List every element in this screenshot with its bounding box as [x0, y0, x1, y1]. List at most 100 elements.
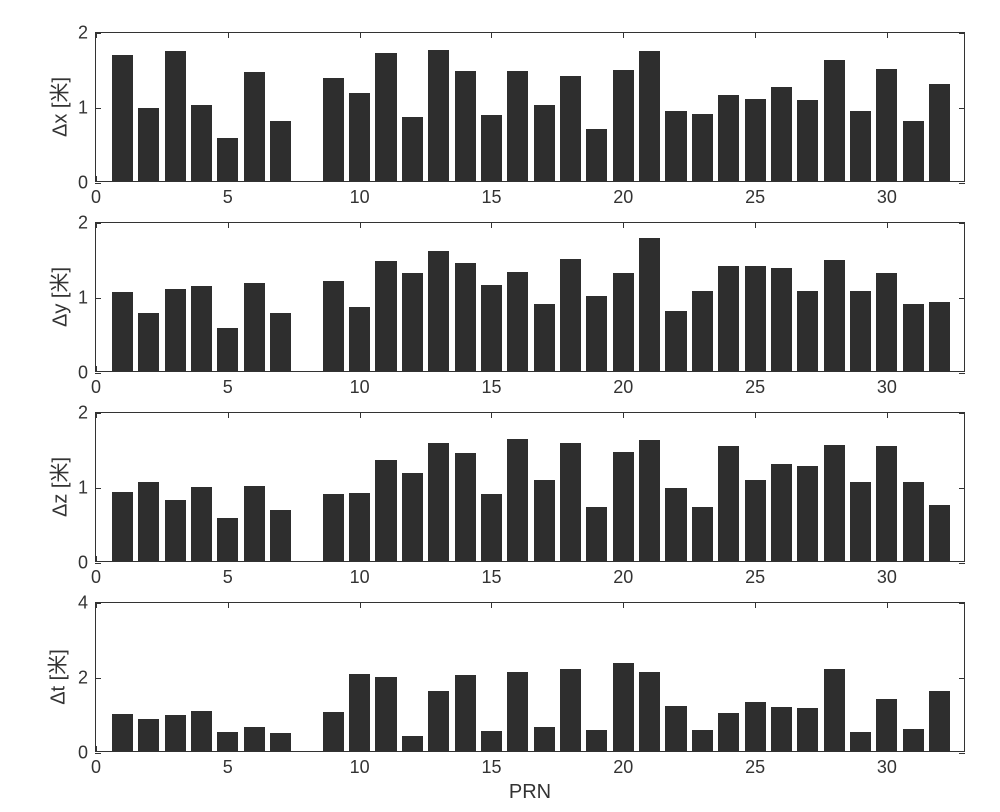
bar	[639, 51, 660, 182]
bar	[745, 480, 766, 561]
bar	[112, 492, 133, 561]
bar	[323, 712, 344, 751]
bar	[639, 440, 660, 561]
xtick-mark	[228, 222, 229, 228]
bar	[613, 663, 634, 751]
ytick-label: 0	[78, 173, 88, 194]
bar	[217, 732, 238, 751]
xtick-mark	[755, 602, 756, 608]
xtick-mark	[360, 222, 361, 228]
bar	[455, 675, 476, 751]
bar	[244, 72, 265, 182]
ylabel-dt: Δt [米]	[41, 649, 70, 705]
xtick-mark	[887, 32, 888, 38]
xtick-mark	[623, 412, 624, 418]
xtick-mark	[887, 222, 888, 228]
bar	[375, 53, 396, 181]
bar	[613, 273, 634, 371]
bar	[507, 439, 528, 561]
ytick-label: 2	[78, 668, 88, 689]
bar	[217, 138, 238, 181]
bar	[507, 71, 528, 181]
bar	[665, 706, 686, 751]
xtick-label: 15	[481, 377, 501, 398]
xtick-label: 0	[91, 567, 101, 588]
bar	[876, 273, 897, 371]
xtick-label: 10	[350, 567, 370, 588]
ytick-mark	[959, 183, 965, 184]
bar	[455, 71, 476, 181]
bar	[797, 708, 818, 751]
xtick-label: 25	[745, 757, 765, 778]
ylabel-dz: Δz [米]	[44, 457, 73, 517]
panel-dx: Δx [米]012051015202530	[95, 32, 965, 182]
bar	[534, 304, 555, 372]
xtick-label: 20	[613, 757, 633, 778]
xtick-mark	[96, 556, 97, 562]
bar	[428, 443, 449, 561]
bar	[903, 121, 924, 181]
bar	[903, 482, 924, 562]
ytick-label: 0	[78, 553, 88, 574]
ytick-label: 4	[78, 593, 88, 614]
bar	[745, 266, 766, 371]
xtick-label: 0	[91, 757, 101, 778]
bar	[665, 311, 686, 371]
xlabel: PRN	[509, 781, 551, 804]
bar	[191, 711, 212, 752]
xtick-label: 5	[223, 187, 233, 208]
ylabel-dx: Δx [米]	[44, 77, 73, 137]
xtick-label: 10	[350, 757, 370, 778]
ytick-label: 1	[78, 288, 88, 309]
xtick-label: 0	[91, 377, 101, 398]
ytick-mark	[959, 413, 965, 414]
bar	[138, 482, 159, 561]
xtick-label: 10	[350, 187, 370, 208]
bar	[165, 715, 186, 751]
bar	[402, 273, 423, 371]
bar	[903, 304, 924, 372]
ytick-label: 0	[78, 743, 88, 764]
bar	[850, 482, 871, 561]
bar	[665, 111, 686, 182]
bar	[824, 669, 845, 752]
xtick-mark	[228, 412, 229, 418]
bar	[455, 263, 476, 371]
bar	[191, 105, 212, 182]
xtick-label: 15	[481, 187, 501, 208]
bar	[876, 446, 897, 561]
bar	[191, 286, 212, 371]
bar	[270, 733, 291, 751]
bar	[586, 129, 607, 181]
ylabel-dy: Δy [米]	[44, 267, 73, 327]
xtick-mark	[755, 32, 756, 38]
bar	[824, 445, 845, 561]
bar	[824, 260, 845, 371]
bar	[797, 100, 818, 181]
bar	[771, 268, 792, 371]
bar	[323, 78, 344, 181]
bar	[560, 76, 581, 181]
ytick-mark	[95, 678, 101, 679]
xtick-mark	[96, 176, 97, 182]
xtick-mark	[623, 222, 624, 228]
ytick-mark	[959, 298, 965, 299]
bar	[481, 731, 502, 751]
bar	[745, 702, 766, 751]
bar	[639, 238, 660, 372]
xtick-label: 5	[223, 567, 233, 588]
xtick-label: 0	[91, 187, 101, 208]
bar	[929, 505, 950, 561]
bar	[349, 493, 370, 561]
bar	[217, 328, 238, 371]
bar	[428, 691, 449, 751]
bar	[718, 713, 739, 751]
xtick-mark	[755, 222, 756, 228]
bar	[244, 283, 265, 372]
panel-dz: Δz [米]012051015202530	[95, 412, 965, 562]
bar	[349, 674, 370, 751]
bar	[481, 285, 502, 371]
xtick-mark	[96, 222, 97, 228]
ytick-mark	[959, 603, 965, 604]
figure: Δx [米]012051015202530Δy [米]0120510152025…	[0, 0, 1000, 812]
